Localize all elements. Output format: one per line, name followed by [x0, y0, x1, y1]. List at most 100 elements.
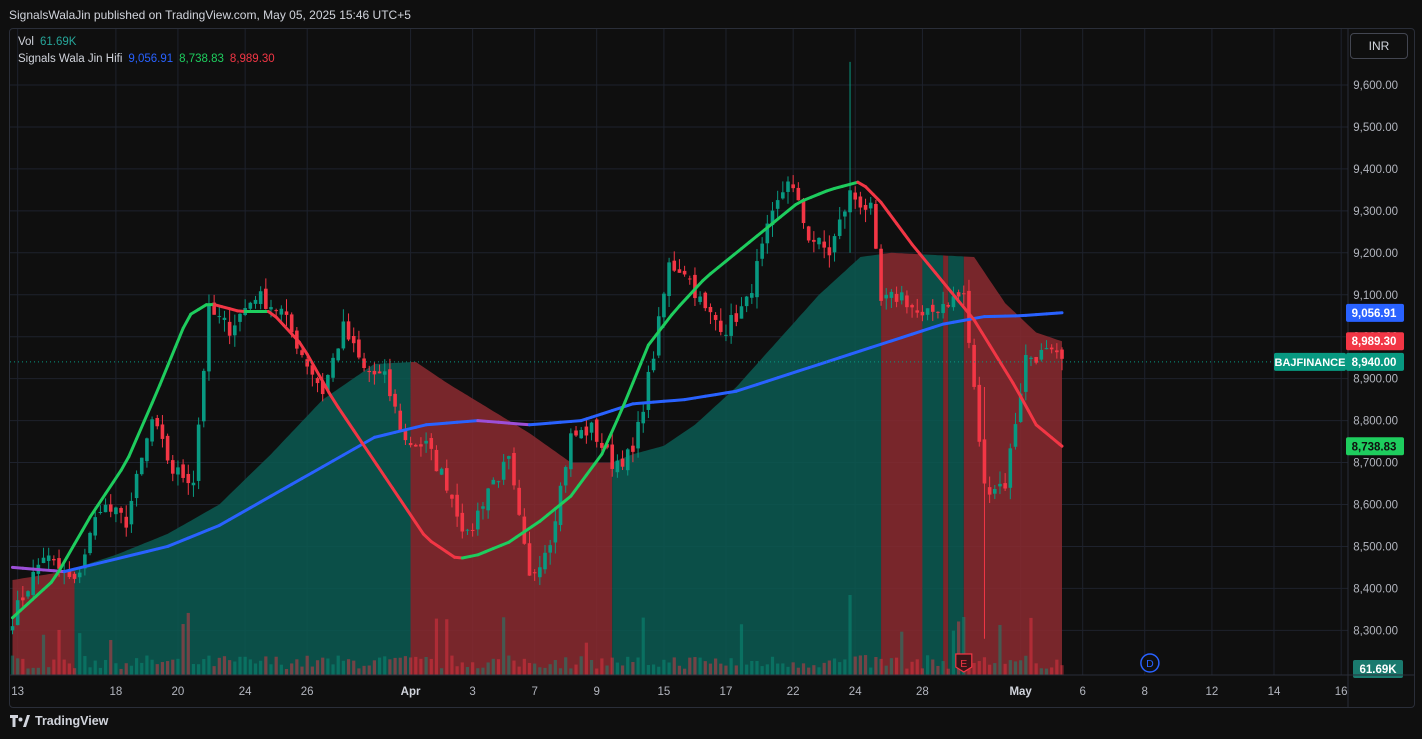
fast-line-segment	[546, 507, 557, 517]
candle	[527, 531, 532, 576]
currency-button[interactable]: INR	[1350, 33, 1408, 59]
candle	[274, 308, 278, 316]
candle	[93, 506, 98, 540]
candle	[191, 470, 196, 497]
volume-bar	[274, 656, 278, 675]
fast-line-segment	[1042, 429, 1054, 440]
slow-line-segment	[817, 359, 831, 366]
volume-bar	[972, 662, 976, 675]
candle-body	[899, 292, 904, 301]
volume-bar	[362, 665, 366, 675]
candle-body	[289, 314, 294, 333]
candle-body	[429, 438, 434, 449]
fast-line-segment	[561, 494, 573, 504]
volume-bar	[429, 658, 433, 675]
candle	[165, 433, 170, 464]
price-tick-label: 8,600.00	[1353, 500, 1398, 512]
fast-line-segment	[708, 265, 720, 276]
volume-bar	[662, 659, 666, 675]
candle-body	[822, 241, 826, 248]
volume-bar	[600, 658, 604, 675]
volume-bar	[310, 666, 314, 675]
time-tick-label: May	[1009, 686, 1032, 698]
candle-body	[946, 305, 951, 307]
candle-body	[93, 517, 98, 536]
fast-line-segment	[88, 503, 100, 519]
volume-bar	[869, 667, 873, 675]
candle-body	[760, 243, 764, 259]
volume-bar	[620, 665, 625, 675]
volume-bar	[36, 667, 40, 675]
volume-bar	[817, 667, 821, 675]
fast-line-segment	[646, 333, 658, 347]
candle-body	[1049, 347, 1054, 350]
fast-line-segment	[359, 440, 371, 455]
candle	[569, 428, 573, 477]
fast-line-segment	[80, 515, 92, 533]
chart-area[interactable]: 8,300.00 8,400.00 8,500.00 8,600.00 8,700.00…	[9, 28, 1415, 708]
slow-line-segment	[879, 339, 893, 346]
price-tick-label: 8,300.00	[1353, 625, 1398, 637]
volume-bar	[812, 665, 816, 675]
candle	[822, 230, 826, 259]
candle	[693, 267, 697, 306]
fast-line-segment	[181, 312, 193, 330]
candle	[429, 433, 434, 461]
volume-bar	[843, 659, 847, 675]
candle-body	[305, 359, 309, 367]
slow-line-segment	[920, 325, 935, 333]
volume-bar	[957, 621, 961, 675]
fast-line-segment	[724, 253, 736, 263]
volume-bar	[243, 656, 247, 675]
candle	[124, 505, 129, 537]
slow-line-segment	[941, 320, 955, 326]
candle	[1055, 343, 1059, 359]
tradingview-logo[interactable]: TradingView	[10, 714, 108, 728]
volume-bar	[98, 667, 102, 675]
slow-line-segment	[703, 393, 718, 398]
candle	[424, 432, 428, 453]
fast-line-segment	[864, 185, 875, 197]
candle	[145, 437, 149, 468]
earnings-event-icon[interactable]: E	[955, 653, 973, 673]
fast-line-segment	[104, 480, 115, 496]
candle-body	[858, 196, 863, 208]
volume-bar	[445, 619, 449, 675]
tradingview-logo-icon	[10, 715, 30, 727]
candle	[765, 214, 770, 254]
candle	[160, 415, 165, 448]
fast-line-segment	[902, 232, 914, 246]
slow-line-segment	[486, 419, 500, 424]
slow-line-segment	[228, 512, 242, 522]
time-tick-label: 3	[469, 686, 475, 698]
volume-bar	[88, 667, 92, 675]
candle-body	[620, 458, 625, 467]
fast-line-segment	[615, 400, 627, 422]
slow-line-segment	[900, 332, 914, 340]
candle-body	[517, 487, 521, 515]
candle-body	[1003, 483, 1007, 489]
fast-line-segment	[887, 211, 899, 225]
slow-line-segment	[403, 425, 418, 432]
volume-bar	[321, 657, 325, 675]
symbol-label: BAJFINANCE	[1275, 357, 1346, 369]
fast-line-segment	[398, 498, 410, 513]
candle	[1034, 356, 1038, 365]
fast-line-segment	[895, 221, 906, 236]
slow-line-segment	[217, 518, 232, 527]
candle	[196, 417, 201, 490]
cloud-segment-red	[943, 255, 949, 675]
candle-body	[739, 306, 744, 319]
fast-line-segment	[336, 405, 348, 421]
candle	[222, 310, 227, 332]
slow-line-segment	[259, 494, 273, 504]
price-chart[interactable]: 8,300.00 8,400.00 8,500.00 8,600.00 8,700.00…	[10, 29, 1415, 708]
time-tick-label: 6	[1079, 686, 1085, 698]
time-tick-label: 18	[110, 686, 123, 698]
slow-line-segment	[838, 352, 852, 360]
volume-bar	[998, 625, 1002, 675]
slow-line-segment	[528, 422, 542, 427]
candle-body	[512, 452, 516, 486]
dividend-event-icon[interactable]: D	[1140, 653, 1160, 673]
slow-line-segment	[372, 433, 387, 439]
